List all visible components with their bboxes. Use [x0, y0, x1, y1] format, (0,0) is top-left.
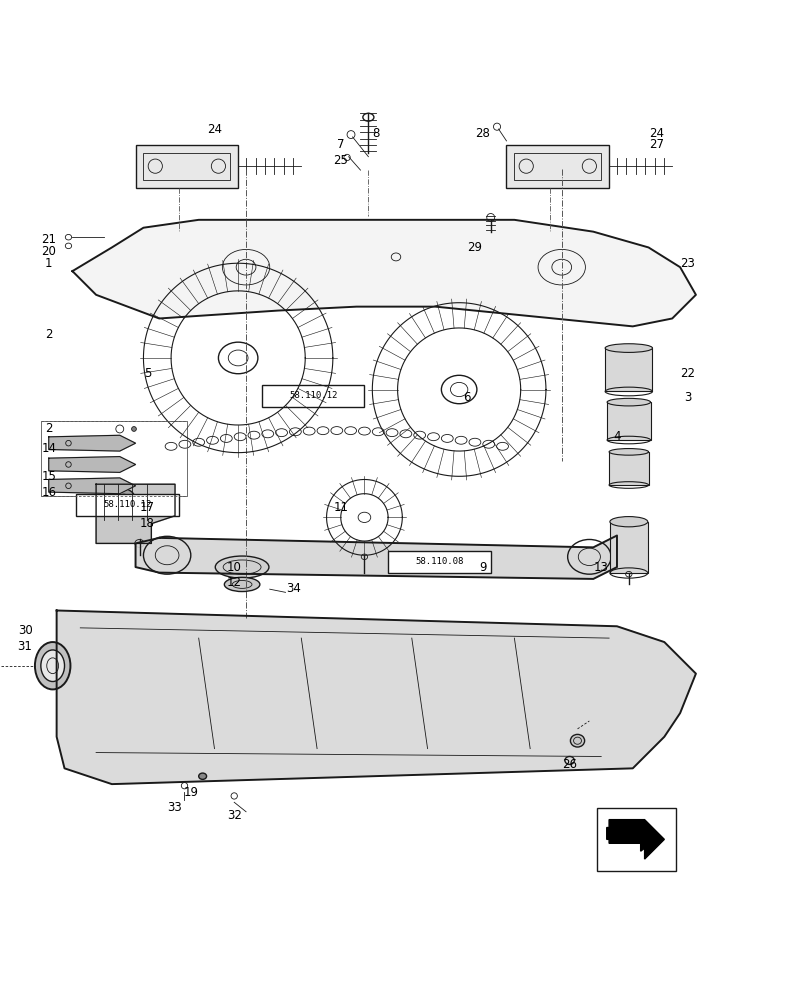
Text: 58.110.12: 58.110.12 — [104, 500, 152, 509]
Text: 2: 2 — [45, 422, 52, 435]
Text: 23: 23 — [680, 257, 695, 270]
Ellipse shape — [131, 427, 136, 431]
Bar — [135, 145, 238, 188]
Text: 58.110.12: 58.110.12 — [289, 391, 337, 400]
Text: 11: 11 — [333, 501, 348, 514]
Text: 19: 19 — [183, 786, 198, 799]
Bar — [41, 421, 187, 496]
Text: 1: 1 — [45, 257, 52, 270]
Polygon shape — [49, 478, 135, 494]
Ellipse shape — [610, 517, 648, 527]
Bar — [143, 153, 230, 180]
Text: 17: 17 — [140, 501, 155, 514]
Bar — [609, 452, 649, 485]
Polygon shape — [607, 828, 657, 851]
Text: 18: 18 — [140, 517, 154, 530]
Text: 16: 16 — [41, 486, 56, 499]
Text: 2: 2 — [45, 328, 52, 341]
Text: 3: 3 — [684, 391, 691, 404]
Bar — [388, 551, 491, 573]
Text: 12: 12 — [227, 576, 242, 589]
Text: 31: 31 — [17, 640, 32, 653]
Ellipse shape — [215, 556, 269, 578]
Bar — [610, 522, 648, 573]
Polygon shape — [609, 820, 664, 859]
Text: 27: 27 — [649, 138, 664, 151]
Bar — [607, 402, 650, 440]
Text: 28: 28 — [475, 127, 490, 140]
Ellipse shape — [570, 734, 584, 747]
Text: 13: 13 — [594, 561, 608, 574]
Polygon shape — [49, 457, 135, 472]
Bar — [514, 153, 601, 180]
Text: 24: 24 — [207, 123, 222, 136]
Text: 24: 24 — [649, 127, 664, 140]
Ellipse shape — [224, 577, 260, 592]
Polygon shape — [57, 610, 696, 784]
Polygon shape — [96, 484, 175, 543]
Text: 15: 15 — [41, 470, 56, 483]
Text: 8: 8 — [372, 127, 380, 140]
Text: 14: 14 — [41, 442, 56, 455]
Bar — [597, 808, 676, 871]
Text: 20: 20 — [41, 245, 56, 258]
Bar — [507, 145, 609, 188]
Text: 30: 30 — [17, 624, 32, 637]
Ellipse shape — [41, 650, 64, 682]
Bar — [262, 385, 364, 407]
Bar — [605, 348, 653, 391]
Text: 58.110.08: 58.110.08 — [415, 557, 463, 566]
Text: 21: 21 — [41, 233, 56, 246]
Polygon shape — [49, 435, 135, 451]
Ellipse shape — [199, 773, 207, 779]
Text: 32: 32 — [227, 809, 242, 822]
Text: 7: 7 — [337, 138, 345, 151]
Text: 4: 4 — [613, 430, 621, 443]
Ellipse shape — [117, 494, 130, 506]
Ellipse shape — [35, 642, 70, 689]
Text: 25: 25 — [333, 154, 348, 167]
Text: 22: 22 — [680, 367, 695, 380]
Text: 34: 34 — [286, 582, 301, 595]
Text: 5: 5 — [143, 367, 151, 380]
Text: 26: 26 — [562, 758, 577, 771]
Text: 10: 10 — [227, 561, 242, 574]
Ellipse shape — [605, 344, 653, 352]
Ellipse shape — [609, 449, 649, 455]
Ellipse shape — [607, 398, 650, 406]
Ellipse shape — [112, 489, 135, 511]
Text: 9: 9 — [479, 561, 486, 574]
Text: 6: 6 — [463, 391, 470, 404]
Text: 29: 29 — [467, 241, 482, 254]
Bar — [76, 494, 179, 516]
Text: 33: 33 — [168, 801, 182, 814]
Polygon shape — [72, 220, 696, 326]
Polygon shape — [135, 536, 617, 579]
